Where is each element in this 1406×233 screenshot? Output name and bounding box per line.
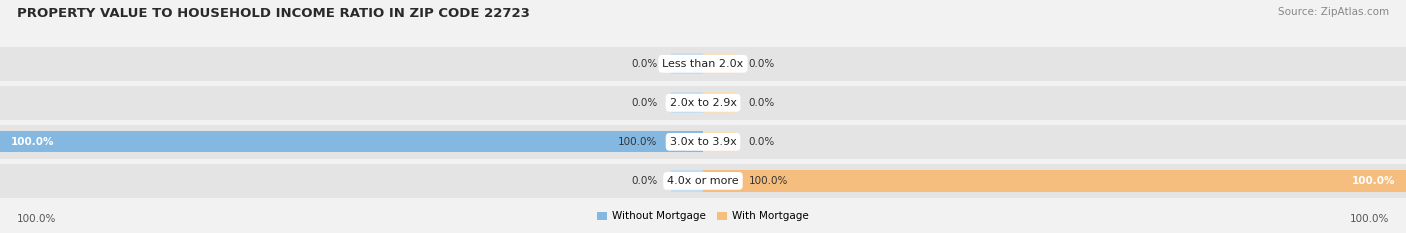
Text: 0.0%: 0.0% bbox=[631, 59, 657, 69]
Bar bbox=[672, 92, 703, 113]
Text: 0.0%: 0.0% bbox=[749, 98, 775, 108]
Text: 100.0%: 100.0% bbox=[10, 137, 53, 147]
Text: PROPERTY VALUE TO HOUSEHOLD INCOME RATIO IN ZIP CODE 22723: PROPERTY VALUE TO HOUSEHOLD INCOME RATIO… bbox=[17, 7, 530, 20]
Text: 100.0%: 100.0% bbox=[1353, 176, 1395, 186]
Text: 3.0x to 3.9x: 3.0x to 3.9x bbox=[669, 137, 737, 147]
Bar bbox=[703, 131, 734, 152]
Text: 2.0x to 2.9x: 2.0x to 2.9x bbox=[669, 98, 737, 108]
Text: 0.0%: 0.0% bbox=[631, 176, 657, 186]
Bar bbox=[672, 53, 703, 74]
Bar bbox=[703, 170, 1406, 192]
Bar bbox=[703, 92, 734, 113]
Text: 100.0%: 100.0% bbox=[617, 137, 657, 147]
Bar bbox=[703, 53, 734, 74]
Text: Less than 2.0x: Less than 2.0x bbox=[662, 59, 744, 69]
Text: 4.0x or more: 4.0x or more bbox=[668, 176, 738, 186]
Bar bbox=[672, 170, 703, 192]
Text: 0.0%: 0.0% bbox=[631, 98, 657, 108]
Text: 100.0%: 100.0% bbox=[749, 176, 789, 186]
Text: Source: ZipAtlas.com: Source: ZipAtlas.com bbox=[1278, 7, 1389, 17]
Text: 100.0%: 100.0% bbox=[1350, 214, 1389, 224]
Text: 0.0%: 0.0% bbox=[749, 137, 775, 147]
Bar bbox=[0, 131, 703, 152]
Text: 0.0%: 0.0% bbox=[749, 59, 775, 69]
Legend: Without Mortgage, With Mortgage: Without Mortgage, With Mortgage bbox=[593, 207, 813, 226]
Text: 100.0%: 100.0% bbox=[17, 214, 56, 224]
